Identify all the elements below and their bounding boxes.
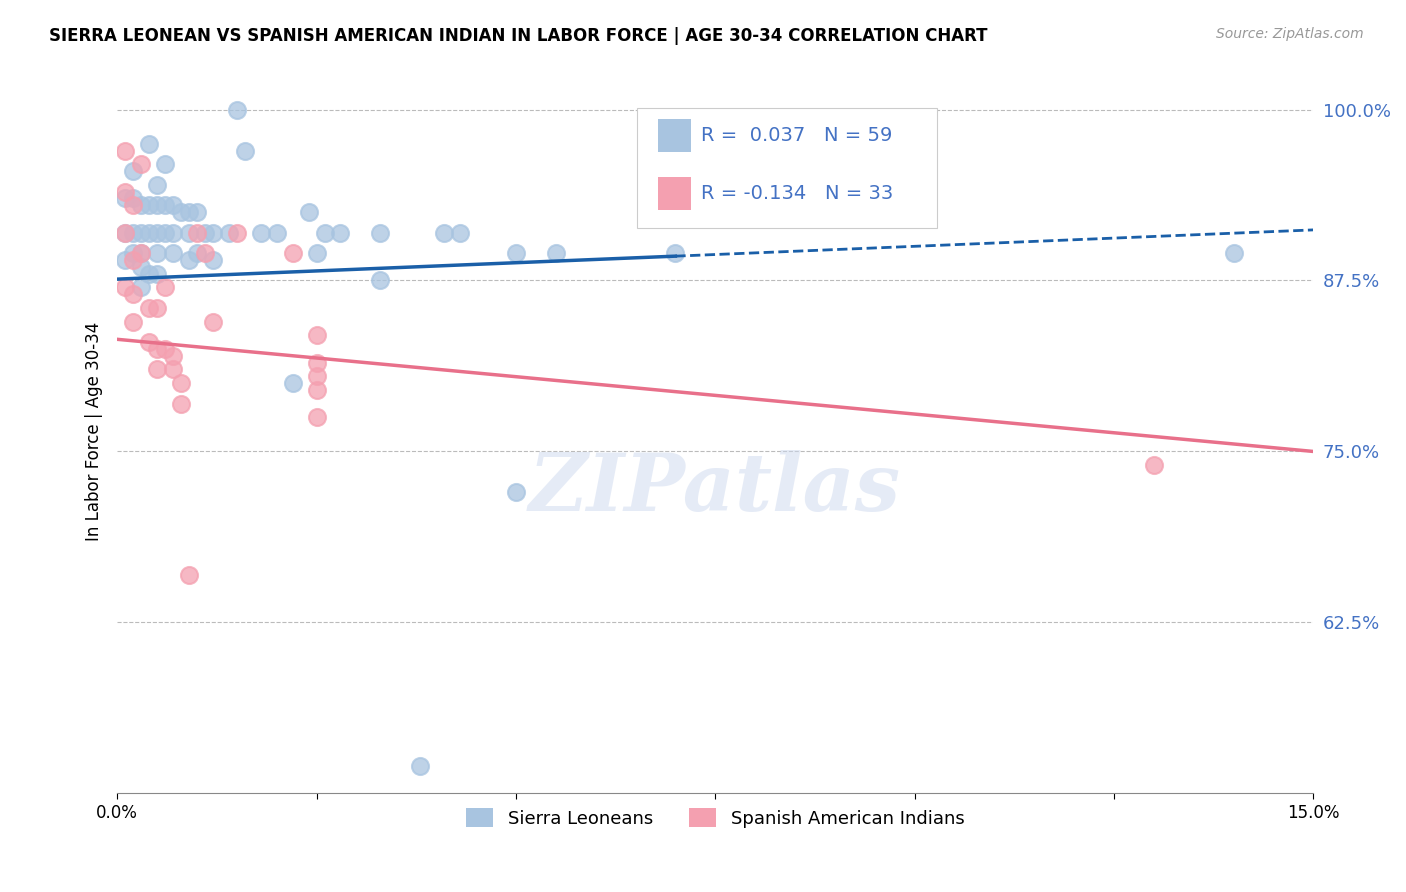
Point — [146, 178, 169, 192]
Point — [114, 191, 136, 205]
Y-axis label: In Labor Force | Age 30-34: In Labor Force | Age 30-34 — [86, 321, 103, 541]
Point — [266, 226, 288, 240]
Point — [122, 198, 145, 212]
Point — [162, 198, 184, 212]
Point — [122, 252, 145, 267]
Point — [146, 198, 169, 212]
Point — [153, 280, 176, 294]
Point — [138, 334, 160, 349]
Point — [449, 226, 471, 240]
Point — [114, 226, 136, 240]
Point — [281, 376, 304, 390]
Legend: Sierra Leoneans, Spanish American Indians: Sierra Leoneans, Spanish American Indian… — [458, 801, 972, 835]
FancyBboxPatch shape — [658, 178, 692, 210]
Text: ZIPatlas: ZIPatlas — [529, 450, 901, 528]
Text: R =  0.037   N = 59: R = 0.037 N = 59 — [700, 126, 893, 145]
Point — [114, 226, 136, 240]
Point — [186, 246, 208, 260]
Point — [138, 198, 160, 212]
Point — [1222, 246, 1244, 260]
Point — [170, 376, 193, 390]
Point — [129, 246, 152, 260]
Point — [153, 157, 176, 171]
Point — [129, 246, 152, 260]
Point — [201, 314, 224, 328]
FancyBboxPatch shape — [658, 120, 692, 152]
Point — [305, 328, 328, 343]
Point — [162, 362, 184, 376]
Point — [129, 280, 152, 294]
Point — [329, 226, 352, 240]
Point — [129, 157, 152, 171]
Point — [201, 226, 224, 240]
Point — [153, 342, 176, 356]
Point — [122, 191, 145, 205]
Point — [370, 273, 392, 287]
Point — [1143, 458, 1166, 472]
Point — [162, 246, 184, 260]
Point — [305, 410, 328, 425]
Point — [314, 226, 336, 240]
Point — [170, 396, 193, 410]
Text: SIERRA LEONEAN VS SPANISH AMERICAN INDIAN IN LABOR FORCE | AGE 30-34 CORRELATION: SIERRA LEONEAN VS SPANISH AMERICAN INDIA… — [49, 27, 987, 45]
Point — [194, 246, 217, 260]
Point — [177, 252, 200, 267]
Point — [122, 287, 145, 301]
Point — [138, 267, 160, 281]
Point — [664, 246, 686, 260]
Point — [129, 198, 152, 212]
Point — [249, 226, 271, 240]
Point — [122, 226, 145, 240]
Point — [186, 205, 208, 219]
Text: Source: ZipAtlas.com: Source: ZipAtlas.com — [1216, 27, 1364, 41]
Point — [505, 246, 527, 260]
Point — [114, 185, 136, 199]
Point — [146, 226, 169, 240]
Point — [122, 164, 145, 178]
Point — [233, 144, 256, 158]
Point — [297, 205, 319, 219]
Point — [138, 136, 160, 151]
Point — [186, 226, 208, 240]
Point — [114, 252, 136, 267]
Point — [153, 226, 176, 240]
Point — [146, 362, 169, 376]
Point — [305, 369, 328, 384]
Point — [281, 246, 304, 260]
Point — [146, 267, 169, 281]
Point — [177, 226, 200, 240]
Point — [129, 226, 152, 240]
Point — [225, 226, 247, 240]
Point — [218, 226, 240, 240]
Point — [146, 301, 169, 315]
Text: R = -0.134   N = 33: R = -0.134 N = 33 — [700, 185, 893, 203]
Point — [225, 103, 247, 117]
Point — [177, 205, 200, 219]
Point — [162, 226, 184, 240]
Point — [305, 355, 328, 369]
Point — [122, 314, 145, 328]
Point — [138, 301, 160, 315]
Point — [114, 144, 136, 158]
Point — [505, 485, 527, 500]
Point — [138, 226, 160, 240]
Point — [153, 198, 176, 212]
Point — [201, 252, 224, 267]
FancyBboxPatch shape — [637, 109, 936, 228]
Point — [114, 280, 136, 294]
Point — [370, 226, 392, 240]
Point — [544, 246, 567, 260]
Point — [305, 383, 328, 397]
Point — [146, 342, 169, 356]
Point — [146, 246, 169, 260]
Point — [409, 759, 432, 773]
Point — [129, 260, 152, 274]
Point — [162, 349, 184, 363]
Point — [170, 205, 193, 219]
Point — [177, 567, 200, 582]
Point — [194, 226, 217, 240]
Point — [305, 246, 328, 260]
Point — [433, 226, 456, 240]
Point — [122, 246, 145, 260]
